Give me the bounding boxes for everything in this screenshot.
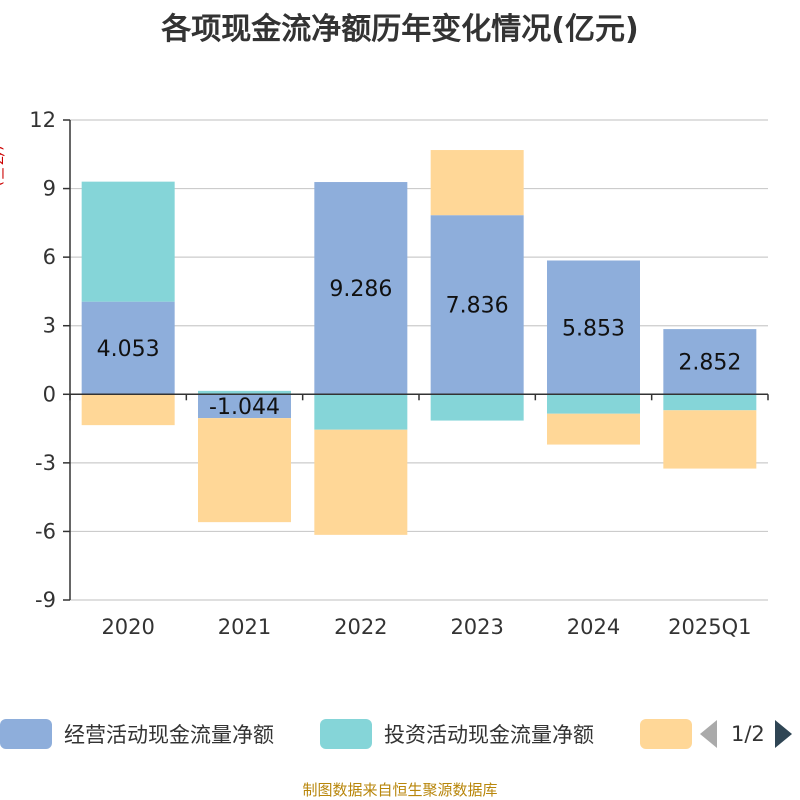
data-label: 7.836: [446, 294, 509, 319]
x-tick-label: 2021: [218, 615, 271, 639]
legend-label-operating: 经营活动现金流量净额: [64, 723, 274, 747]
bar-investing-2024: [547, 394, 640, 414]
legend-prev-page-icon[interactable]: [700, 720, 717, 748]
bar-operating-2020: [81, 301, 175, 395]
y-tick-label: -9: [35, 588, 56, 612]
x-tick-label: 2024: [567, 615, 620, 639]
legend-item-operating[interactable]: 经营活动现金流量净额: [0, 716, 274, 752]
data-label: 5.853: [562, 316, 625, 341]
bar-financing-2024: [547, 413, 640, 445]
legend-next-page-icon[interactable]: [774, 720, 792, 748]
data-label: 9.286: [329, 277, 392, 302]
bar-investing-2025Q1: [663, 394, 757, 411]
x-tick-label: 2023: [450, 615, 503, 639]
legend-label-investing: 投资活动现金流量净额: [384, 723, 594, 747]
y-tick-label: -6: [35, 519, 56, 543]
y-tick-label: -3: [35, 451, 56, 475]
legend-page-indicator: 1/2: [731, 722, 765, 746]
bar-financing-2022: [314, 429, 408, 535]
bar-operating-2021: [198, 394, 291, 419]
bar-investing-2023: [430, 394, 524, 421]
bar-chart: 12 9 6 3 0 -3 -6 -9 2020 2021 2022 2023 2024 2025Q1 4.…: [29, 108, 769, 639]
bar-operating-2024: [547, 260, 640, 395]
data-label: 4.053: [97, 337, 160, 362]
legend-swatch-investing: [320, 719, 372, 749]
legend-item-investing[interactable]: 投资活动现金流量净额: [320, 716, 594, 752]
x-tick-label: 2025Q1: [668, 615, 751, 639]
data-label: -1.044: [209, 395, 280, 420]
data-source-note: 制图数据来自恒生聚源数据库: [302, 781, 498, 799]
legend-pager: 1/2: [700, 716, 792, 752]
bar-investing-2022: [314, 394, 408, 430]
legend: 经营活动现金流量净额 投资活动现金流量净额 1/2: [0, 716, 800, 756]
bar-investing-2021: [198, 390, 291, 395]
data-label: 2.852: [678, 351, 741, 376]
bar-financing-2021: [198, 418, 291, 523]
y-tick-label: 9: [43, 177, 56, 201]
legend-item-financing[interactable]: [640, 716, 704, 752]
chart-title: 各项现金流净额历年变化情况(亿元): [161, 12, 639, 47]
y-tick-label: 3: [43, 314, 56, 338]
x-tick-label: 2022: [334, 615, 387, 639]
bar-operating-2023: [430, 215, 524, 395]
legend-swatch-operating: [0, 719, 52, 749]
bar-operating-2022: [314, 182, 408, 395]
y-tick-label: 12: [29, 108, 56, 132]
legend-swatch-financing: [640, 719, 692, 749]
bar-financing-2020: [81, 394, 175, 426]
bar-operating-2025Q1: [663, 329, 757, 395]
bar-financing-2025Q1: [663, 410, 757, 469]
bar-investing-2020: [81, 181, 175, 302]
y-tick-label: 0: [43, 382, 56, 406]
x-tick-label: 2020: [101, 615, 154, 639]
bar-financing-2023: [430, 150, 524, 216]
y-tick-label: 6: [43, 245, 56, 269]
